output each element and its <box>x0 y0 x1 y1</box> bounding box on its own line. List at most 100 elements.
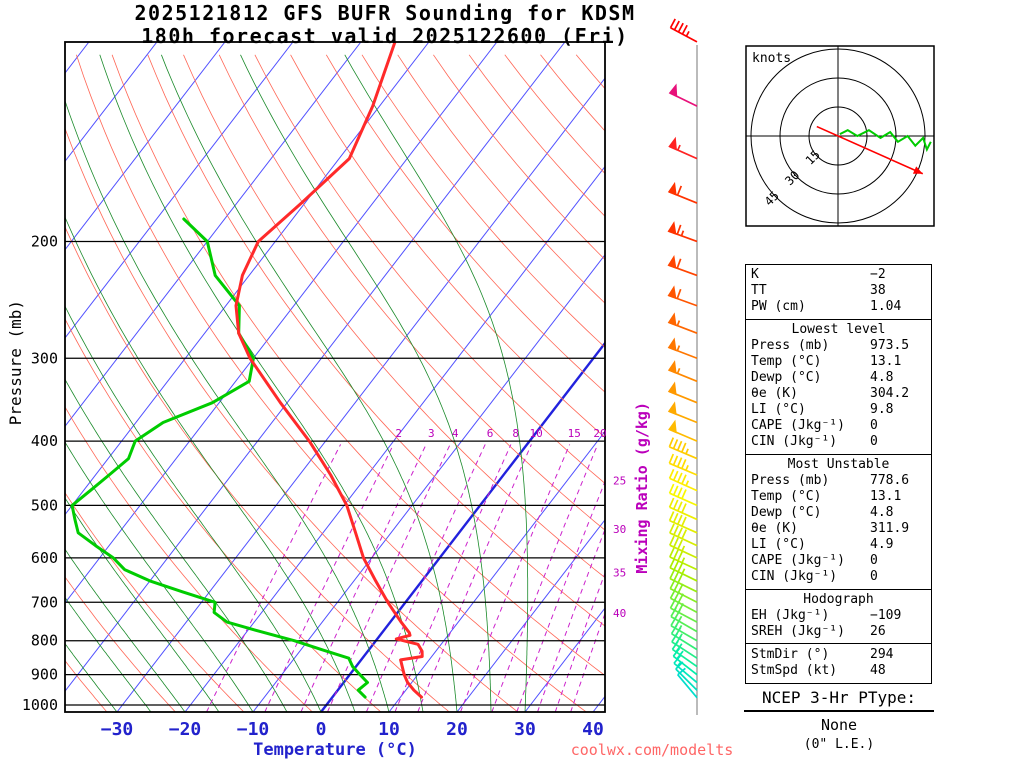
chart-title-line1: 2025121812 GFS BUFR Sounding for KDSM <box>134 1 636 25</box>
mixing-ratio-line <box>394 444 512 712</box>
stat-value: 1.04 <box>870 299 902 314</box>
mixing-ratio-value-label: 35 <box>613 566 626 579</box>
stat-value: 0 <box>870 434 878 449</box>
temperature-tick-label: 40 <box>582 719 604 740</box>
mixing-ratio-value-label: 10 <box>529 427 542 440</box>
mixing-ratio-value-label: 25 <box>613 475 626 488</box>
stat-label: EH (Jkg⁻¹) <box>751 608 830 623</box>
wind-barb <box>667 285 698 307</box>
stat-row: EH (Jkg⁻¹) −109 <box>746 608 931 624</box>
stats-separator <box>746 643 931 644</box>
mixing-ratio-value-label: 30 <box>613 523 626 536</box>
dry-adiabat-line <box>183 54 605 579</box>
isotherm-line <box>65 42 226 251</box>
mixing-ratio-line <box>417 444 532 712</box>
moist-adiabat-line <box>65 99 390 712</box>
stat-value: 13.1 <box>870 354 902 369</box>
dry-adiabat-line <box>65 127 519 712</box>
isotherm-line <box>65 42 566 693</box>
stat-row: SREH (Jkg⁻¹) 26 <box>746 624 931 640</box>
stat-value: −2 <box>870 267 886 282</box>
dry-adiabat-line <box>218 54 605 531</box>
stat-label: TT <box>751 283 767 298</box>
temperature-profile-line <box>234 42 424 699</box>
mixing-ratio-line <box>554 571 605 712</box>
stat-row: CIN (Jkg⁻¹) 0 <box>746 569 931 585</box>
stats-section-title: Most Unstable <box>787 457 890 472</box>
stat-value: 4.9 <box>870 537 894 552</box>
stat-value: 4.8 <box>870 505 894 520</box>
wind-barb <box>667 255 698 277</box>
stat-value: 311.9 <box>870 521 910 536</box>
wind-barb <box>668 83 698 107</box>
stat-value: 304.2 <box>870 386 910 401</box>
moist-adiabat-line <box>161 54 458 712</box>
dry-adiabat-line <box>65 318 382 712</box>
mixing-ratio-line <box>516 480 605 712</box>
stat-value: 4.8 <box>870 370 894 385</box>
stat-value: −109 <box>870 608 902 623</box>
wind-barb <box>667 360 698 383</box>
mixing-ratio-value-label: 20 <box>593 427 606 440</box>
stat-value: 0 <box>870 418 878 433</box>
moist-adiabat-line <box>65 441 254 712</box>
pressure-tick-label: 500 <box>31 496 58 514</box>
hodograph-ring <box>750 48 926 224</box>
stat-label: StmSpd (kt) <box>751 663 838 678</box>
temperature-tick-label: −20 <box>169 719 202 740</box>
wind-barb <box>667 381 698 404</box>
stat-row: Dewp (°C) 4.8 <box>746 505 931 521</box>
stat-row: CAPE (Jkg⁻¹) 0 <box>746 553 931 569</box>
stat-row: Press (mb) 973.5 <box>746 338 931 354</box>
skewt-plot-area <box>65 42 605 712</box>
stat-label: Press (mb) <box>751 338 830 353</box>
temperature-tick-label: −30 <box>101 719 134 740</box>
stats-section: Hodograph EH (Jkg⁻¹) −109 SREH (Jkg⁻¹) 26 Stm… <box>746 589 931 683</box>
stat-label: Press (mb) <box>751 473 830 488</box>
stat-label: Dewp (°C) <box>751 505 822 520</box>
stat-value: 13.1 <box>870 489 902 504</box>
temperature-tick-label: 10 <box>378 719 400 740</box>
temperature-tick-label: 30 <box>514 719 536 740</box>
mixing-ratio-line <box>365 444 486 712</box>
stat-value: 26 <box>870 624 886 639</box>
wind-barb <box>669 535 698 559</box>
wind-barb <box>668 468 698 492</box>
stat-label: CIN (Jkg⁻¹) <box>751 569 838 584</box>
stat-row: PW (cm) 1.04 <box>746 299 931 315</box>
stat-label: θe (K) <box>751 521 798 536</box>
moist-adiabat-line <box>65 378 288 712</box>
moist-adiabat-line <box>240 54 492 712</box>
wind-barb <box>667 221 698 243</box>
stat-value: 294 <box>870 647 894 662</box>
moist-adiabat-line <box>65 497 220 712</box>
wind-barb <box>668 419 698 442</box>
stats-section: Most Unstable Press (mb) 778.6 Temp (°C) 13.… <box>746 454 931 589</box>
wind-barb <box>668 483 698 507</box>
wind-barb <box>667 401 698 424</box>
pressure-axis-label: Pressure (mb) <box>6 300 25 426</box>
wind-barb <box>667 312 698 334</box>
stat-label: Temp (°C) <box>751 354 822 369</box>
stat-value: 973.5 <box>870 338 910 353</box>
stat-label: CAPE (Jkg⁻¹) <box>751 418 845 433</box>
stat-row: K −2 <box>746 267 931 283</box>
dry-adiabat-line <box>65 225 450 712</box>
wind-barb <box>669 523 698 547</box>
dry-adiabat-line <box>290 54 605 438</box>
dry-adiabat-line <box>65 406 313 712</box>
stat-row: CAPE (Jkg⁻¹) 0 <box>746 418 931 434</box>
stat-row: Temp (°C) 13.1 <box>746 489 931 505</box>
pressure-tick-label: 200 <box>31 232 58 250</box>
hodograph-trace <box>839 129 932 153</box>
wind-barb <box>669 18 698 43</box>
dry-adiabat-line <box>65 576 176 712</box>
stat-value: 38 <box>870 283 886 298</box>
dry-adiabat-line <box>361 54 605 348</box>
temperature-tick-label: −10 <box>237 719 270 740</box>
stat-row: Press (mb) 778.6 <box>746 473 931 489</box>
storm-motion-vector <box>816 125 924 175</box>
hodograph-ring <box>808 106 868 166</box>
